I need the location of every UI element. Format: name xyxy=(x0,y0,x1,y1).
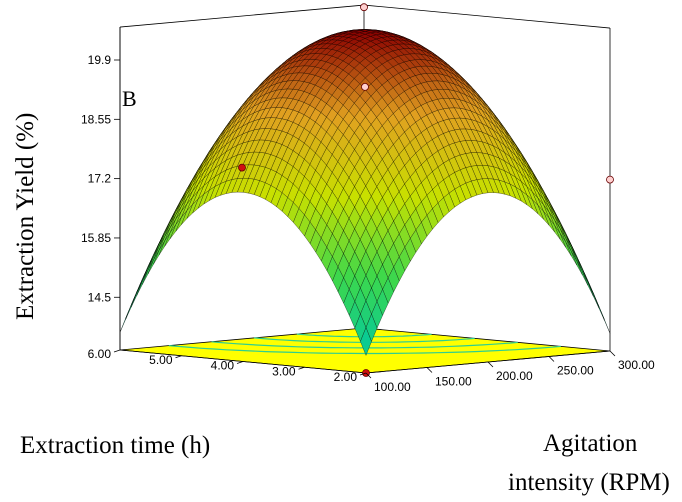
y-tick-1 xyxy=(299,367,305,369)
y-axis-title: Extraction time (h) xyxy=(20,432,210,459)
x-tick-label-1: 150.00 xyxy=(435,375,472,389)
surface-cell xyxy=(577,261,588,285)
y-tick-label-0: 2.00 xyxy=(334,370,358,384)
z-tick-label-1: 15.85 xyxy=(81,231,111,245)
box-edge-top-left xyxy=(120,5,364,27)
z-tick-label-3: 18.55 xyxy=(81,112,111,126)
design-point-1 xyxy=(239,164,246,171)
panel-label: B xyxy=(122,86,137,111)
x-tick-2 xyxy=(488,362,493,367)
surface-cell xyxy=(142,260,153,284)
x-tick-label-4: 300.00 xyxy=(618,358,655,372)
x-tick-1 xyxy=(427,368,432,373)
y-tick-label-2: 4.00 xyxy=(211,359,235,373)
box-edge-top-right xyxy=(364,5,610,28)
design-point-5 xyxy=(362,83,369,90)
surface-cell xyxy=(148,247,159,271)
y-tick-label-3: 5.00 xyxy=(149,353,173,367)
y-tick-2 xyxy=(237,362,243,364)
x-axis-title-line1: Agitation xyxy=(543,430,638,457)
z-tick-label-4: 19.9 xyxy=(88,53,112,67)
z-tick-label-2: 17.2 xyxy=(88,172,112,186)
x-tick-4 xyxy=(610,351,615,356)
x-axis-title-line2: intensity (RPM) xyxy=(508,469,670,496)
x-tick-label-3: 250.00 xyxy=(557,364,594,378)
z-tick-label-0: 14.5 xyxy=(88,290,112,304)
z-axis-title: Extraction Yield (%) xyxy=(12,113,39,320)
design-point-3 xyxy=(607,176,614,183)
surface-cell xyxy=(571,251,582,275)
y-tick-label-4: 6.00 xyxy=(88,347,112,361)
surface-cell xyxy=(148,250,159,274)
design-point-4 xyxy=(361,4,368,11)
x-tick-label-0: 100.00 xyxy=(374,380,411,394)
x-tick-3 xyxy=(549,357,554,362)
y-tick-4 xyxy=(114,350,120,352)
y-tick-3 xyxy=(176,356,182,358)
y-tick-label-1: 3.00 xyxy=(272,364,296,378)
response-surface xyxy=(120,29,610,355)
x-tick-label-2: 200.00 xyxy=(496,369,533,383)
